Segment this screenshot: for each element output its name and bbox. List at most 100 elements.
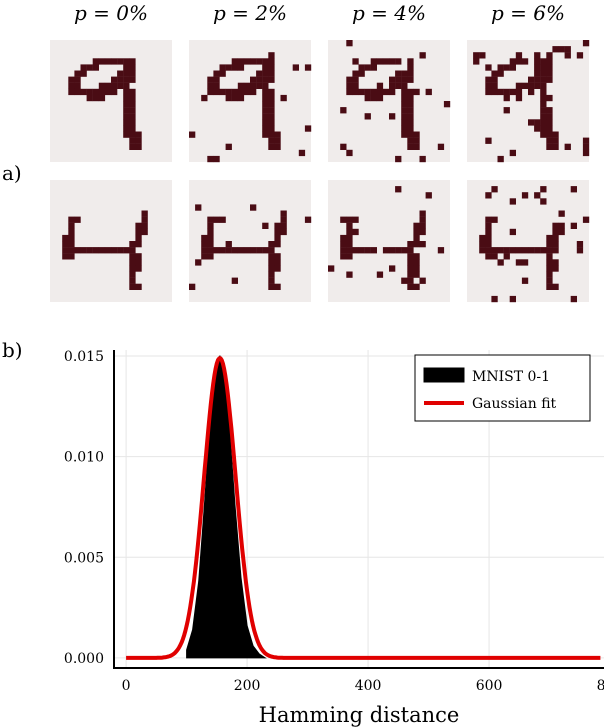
digit-pixel [497, 88, 504, 96]
digit-pixel [256, 76, 263, 83]
digit-pixel [231, 58, 238, 65]
digit-pixel [370, 88, 377, 96]
digit-pixel [521, 82, 529, 89]
digit-pixel [123, 64, 130, 71]
digit-pixel [485, 88, 492, 96]
digit-pixel [485, 247, 492, 254]
digit-pixel [389, 88, 396, 96]
digit-pixel [117, 247, 124, 254]
digit-pixel [74, 216, 81, 223]
digit-pixel [582, 40, 590, 47]
digit-pixel [268, 241, 275, 248]
digit-pixel [201, 247, 208, 254]
digit-pixel [274, 143, 281, 150]
digit-pixel [135, 137, 142, 144]
digit-pixel [534, 192, 541, 199]
digit-pixel [201, 253, 208, 260]
digit-pixel [280, 228, 287, 236]
digit-pixel [515, 247, 523, 254]
digit-pixel [129, 283, 136, 290]
digit-pixel [407, 58, 414, 65]
digit-pixel [129, 143, 136, 150]
digit-pixel [268, 283, 275, 290]
digit-pixel [407, 70, 414, 77]
digit-pixel [491, 247, 498, 254]
digit-pixel [346, 234, 353, 242]
digit-pixel [401, 119, 408, 126]
digit-pixel [509, 295, 516, 303]
digit-pixel [123, 94, 130, 102]
digit-pixel [243, 247, 251, 254]
digit-pixel [117, 82, 124, 89]
digit-pixel [135, 241, 142, 248]
digit-pixel [74, 70, 81, 77]
digit-pixel [268, 137, 275, 144]
digit-pixel [274, 131, 281, 138]
digit-pixel [419, 216, 426, 223]
digit-pixel [250, 204, 257, 211]
digit-pixel [407, 119, 414, 126]
hamming-distance-chart: 0 200 400 600 800 0.000 0.005 0.010 0.015 Hammin… [64, 349, 604, 727]
digit-pixel [515, 82, 523, 89]
digit-pixel [237, 58, 245, 65]
digit-pixel [401, 277, 408, 284]
digit-pixel [407, 94, 414, 102]
digit-pixel [219, 70, 226, 77]
legend-label-mnist: MNIST 0-1 [472, 369, 550, 385]
mnist-histogram [186, 354, 267, 659]
digit-pixel [129, 76, 136, 83]
digit-pixel [68, 82, 75, 89]
digit-pixel [497, 259, 504, 266]
digit-pixel [62, 234, 69, 242]
digit-pixel [485, 76, 492, 83]
digit-pixel [582, 143, 590, 150]
digit-pixel [111, 82, 118, 89]
digit-pixel [576, 52, 584, 59]
digit-pixel [207, 253, 214, 260]
digit-pixel [135, 222, 142, 229]
digit-pixel [346, 222, 353, 229]
digit-pixel [274, 259, 281, 266]
digit-pixel [207, 76, 214, 83]
x-tick-label: 600 [476, 678, 503, 694]
digit-pixel [491, 186, 498, 193]
digit-pixel [552, 137, 559, 144]
y-tick-label: 0.015 [64, 349, 104, 365]
digit-pixel [401, 88, 408, 96]
digit-pixel [395, 70, 402, 77]
digit-pixel [407, 247, 414, 254]
digit-pixel [62, 253, 69, 260]
digit-pixel [358, 64, 365, 71]
digit-pixel [346, 247, 353, 254]
digit-pixel [546, 247, 553, 254]
digit-pixel [540, 198, 547, 205]
digit-pixel [389, 265, 396, 272]
digit-pixel [376, 94, 384, 102]
digit-pixel [250, 247, 257, 254]
digit-pixel [407, 283, 414, 290]
digit-pixel [534, 58, 541, 65]
digit-pixel [540, 58, 547, 65]
digit-pixel [485, 192, 492, 199]
digit-pixel [346, 253, 353, 260]
digit-pixel [262, 94, 269, 102]
digit-pixel [552, 259, 559, 266]
digit-pixel [135, 265, 142, 272]
digit-pixel [340, 216, 347, 223]
x-axis-title: Hamming distance [259, 703, 460, 727]
digit-pixel [534, 247, 541, 254]
digit-pixel [546, 131, 553, 138]
digit-pixel [407, 253, 414, 260]
column-title-p2: p = 2% [213, 1, 287, 25]
digit-pixel [80, 88, 87, 96]
digit-pixel [104, 82, 112, 89]
digit-pixel [352, 58, 359, 65]
digit-pixel [201, 234, 208, 242]
digit-pixel [104, 88, 112, 96]
digit-pixel [141, 228, 148, 236]
digit-pixel [268, 119, 275, 126]
digit-pixel [546, 52, 553, 59]
digit-pixel [413, 88, 420, 96]
digit-pixel [135, 259, 142, 266]
